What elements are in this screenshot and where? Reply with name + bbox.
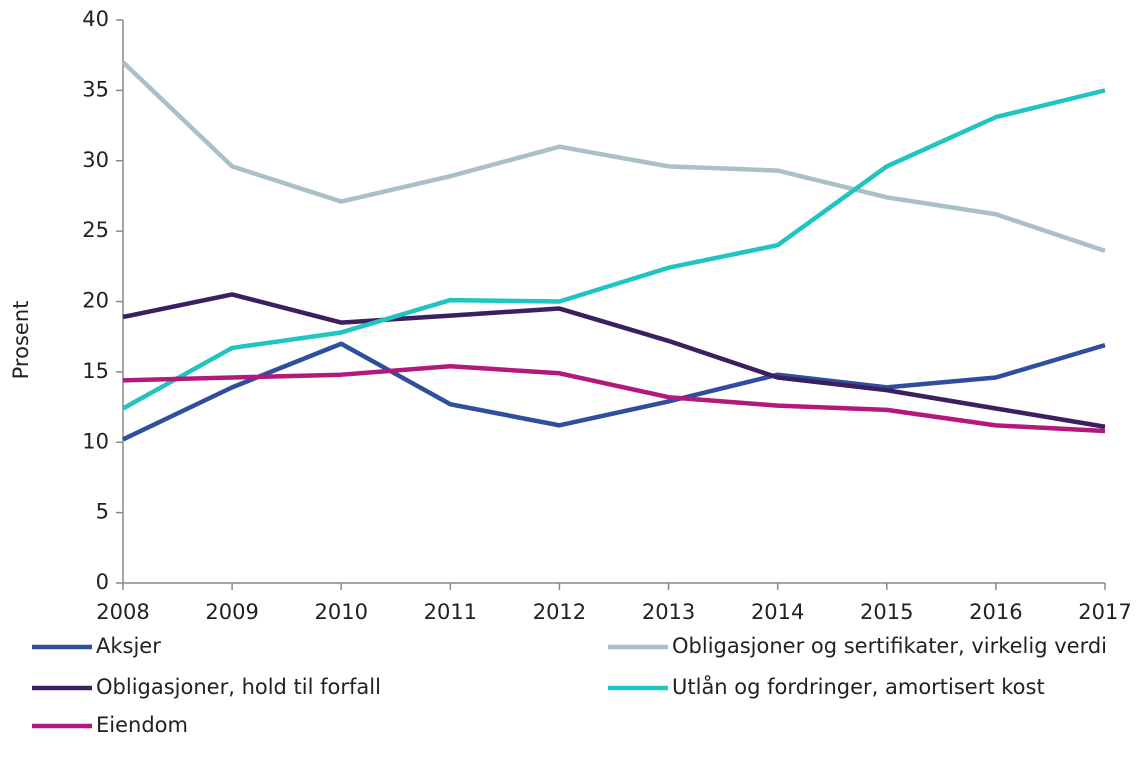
series-line bbox=[121, 60, 1106, 253]
x-tick-label: 2010 bbox=[314, 600, 367, 624]
legend-label: Obligasjoner, hold til forfall bbox=[96, 675, 381, 699]
x-tick-label: 2013 bbox=[642, 600, 695, 624]
legend-label: Eiendom bbox=[96, 713, 188, 737]
x-tick-label: 2008 bbox=[96, 600, 149, 624]
x-tick-label: 2014 bbox=[751, 600, 804, 624]
legend-label: Aksjer bbox=[96, 634, 161, 658]
y-tick-label: 15 bbox=[82, 359, 109, 383]
y-tick-label: 30 bbox=[82, 148, 109, 172]
x-tick-label: 2017 bbox=[1078, 600, 1131, 624]
x-tick-label: 2009 bbox=[205, 600, 258, 624]
x-tick-label: 2016 bbox=[969, 600, 1022, 624]
series-line bbox=[121, 88, 1106, 411]
y-tick-label: 20 bbox=[82, 289, 109, 313]
y-axis-label: Prosent bbox=[9, 301, 33, 380]
x-tick-label: 2011 bbox=[424, 600, 477, 624]
series-line bbox=[122, 341, 1106, 442]
y-tick-label: 10 bbox=[82, 429, 109, 453]
x-tick-label: 2015 bbox=[860, 600, 913, 624]
y-tick-label: 35 bbox=[82, 77, 109, 101]
y-tick-label: 5 bbox=[96, 500, 109, 524]
x-tick-label: 2012 bbox=[533, 600, 586, 624]
series-line bbox=[122, 363, 1106, 434]
legend-label: Utlån og fordringer, amortisert kost bbox=[672, 674, 1045, 699]
y-tick-label: 0 bbox=[96, 570, 109, 594]
legend-label: Obligasjoner og sertifikater, virkelig v… bbox=[672, 634, 1107, 658]
series-line bbox=[122, 292, 1106, 429]
y-tick-label: 25 bbox=[82, 218, 109, 242]
y-tick-label: 40 bbox=[82, 7, 109, 31]
